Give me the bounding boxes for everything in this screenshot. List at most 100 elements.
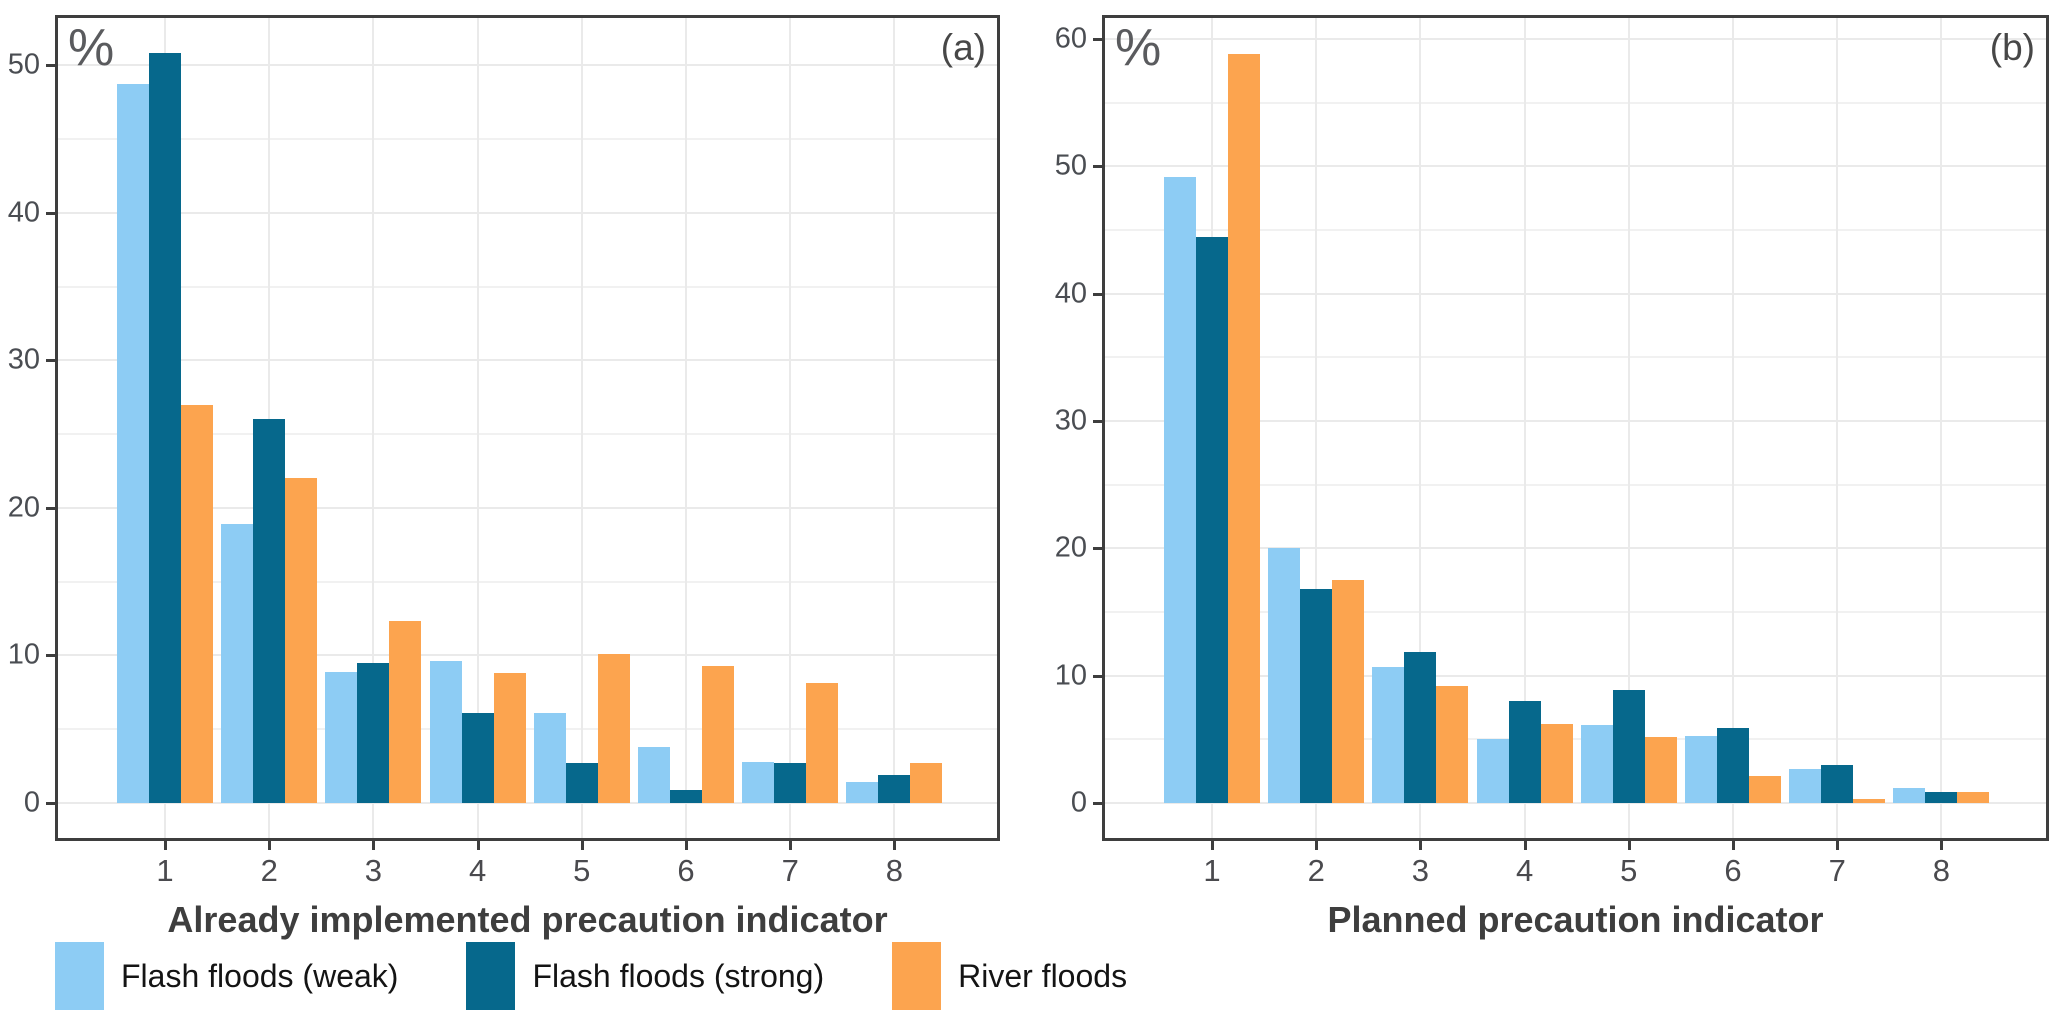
bar-flash-floods-strong-cat5 xyxy=(565,763,598,803)
bar-flash-floods-strong-cat7 xyxy=(1821,765,1854,803)
v-gridline xyxy=(1315,17,1318,839)
bar-river-floods-cat3 xyxy=(389,621,422,803)
h-gridline-minor xyxy=(1104,611,2047,614)
legend-label: River floods xyxy=(958,957,1128,994)
h-gridline xyxy=(57,654,998,657)
h-gridline-minor xyxy=(1104,229,2047,232)
bar-flash-floods-weak-cat2 xyxy=(1268,548,1301,803)
v-gridline xyxy=(580,17,583,839)
bar-flash-floods-strong-cat2 xyxy=(253,419,286,803)
legend-label: Flash floods (strong) xyxy=(532,957,825,994)
bar-flash-floods-strong-cat7 xyxy=(774,763,807,803)
bar-flash-floods-strong-cat3 xyxy=(357,663,390,803)
x-tick xyxy=(1315,841,1319,850)
y-tick-label: 30 xyxy=(1054,404,1087,437)
h-gridline xyxy=(57,506,998,509)
x-axis-title-a: Already implemented precaution indicator xyxy=(167,899,888,940)
plot-area-border xyxy=(1102,15,2049,841)
v-gridline xyxy=(1627,17,1630,839)
bar-river-floods-cat1 xyxy=(1228,54,1260,803)
bar-flash-floods-weak-cat5 xyxy=(533,713,566,803)
h-gridline xyxy=(1104,292,2047,295)
v-gridline xyxy=(1732,17,1734,839)
y-tick xyxy=(46,506,55,510)
h-gridline-minor xyxy=(1104,483,2047,486)
x-tick-label: 6 xyxy=(677,853,695,888)
x-tick xyxy=(372,841,376,850)
x-tick xyxy=(476,841,480,850)
h-gridline-minor xyxy=(1104,356,2047,359)
bar-flash-floods-strong-cat2 xyxy=(1300,589,1333,803)
bar-river-floods-cat7 xyxy=(1853,799,1886,803)
legend-swatch-flash-floods-weak xyxy=(55,942,104,1010)
v-gridline xyxy=(1836,17,1839,839)
x-tick-label: 1 xyxy=(1203,853,1221,888)
h-gridline-minor xyxy=(57,433,998,436)
x-tick xyxy=(1732,841,1735,850)
v-gridline xyxy=(1419,17,1422,839)
y-tick xyxy=(1093,802,1102,805)
y-axis-unit-label: % xyxy=(1115,19,1162,77)
bar-river-floods-cat4 xyxy=(493,673,526,803)
bar-flash-floods-strong-cat4 xyxy=(461,713,494,803)
y-tick xyxy=(1093,547,1102,551)
x-tick xyxy=(1940,841,1944,850)
h-gridline xyxy=(1104,547,2047,550)
h-gridline-minor xyxy=(57,728,998,731)
y-tick-label: 10 xyxy=(7,638,40,671)
y-tick xyxy=(1093,420,1102,424)
y-axis-unit-label: % xyxy=(68,19,115,77)
bar-flash-floods-strong-cat6 xyxy=(670,790,702,803)
bar-flash-floods-weak-cat4 xyxy=(1476,739,1509,803)
bar-flash-floods-weak-cat7 xyxy=(1789,769,1822,803)
x-tick-label: 8 xyxy=(1932,853,1951,888)
h-gridline-minor xyxy=(1104,101,2047,104)
h-gridline-minor xyxy=(57,580,998,583)
y-tick-label: 50 xyxy=(1054,149,1087,182)
y-tick xyxy=(1093,165,1102,169)
legend-swatch-flash-floods-strong xyxy=(466,942,516,1010)
x-tick xyxy=(268,841,272,850)
y-tick-label: 50 xyxy=(7,48,40,81)
x-tick-label: 3 xyxy=(1411,853,1430,888)
y-tick-label: 0 xyxy=(23,786,40,819)
panel-b-tag: (b) xyxy=(1989,27,2035,68)
y-tick xyxy=(1093,292,1102,296)
bar-flash-floods-strong-cat1 xyxy=(149,53,181,803)
v-gridline xyxy=(476,17,479,839)
bar-river-floods-cat5 xyxy=(1644,737,1677,803)
bar-flash-floods-weak-cat6 xyxy=(1685,736,1717,803)
h-gridline xyxy=(57,802,998,804)
bar-river-floods-cat2 xyxy=(1332,580,1365,803)
h-gridline-minor xyxy=(57,137,998,140)
h-gridline xyxy=(1104,420,2047,423)
x-tick xyxy=(685,841,688,850)
x-tick-label: 4 xyxy=(1515,853,1534,888)
y-tick-label: 20 xyxy=(7,491,40,524)
legend-swatch-river-floods xyxy=(892,942,942,1010)
v-gridline xyxy=(893,17,896,839)
bar-flash-floods-strong-cat8 xyxy=(1925,792,1958,803)
x-tick-label: 7 xyxy=(1828,853,1846,888)
x-tick-label: 7 xyxy=(781,853,799,888)
bar-river-floods-cat2 xyxy=(285,478,318,803)
y-tick-label: 0 xyxy=(1070,786,1087,819)
x-tick xyxy=(1836,841,1840,850)
bar-flash-floods-strong-cat4 xyxy=(1508,701,1541,803)
y-tick-label: 20 xyxy=(1054,531,1087,564)
panel-a-tag: (a) xyxy=(940,27,986,68)
h-gridline-minor xyxy=(57,285,998,288)
bar-flash-floods-weak-cat3 xyxy=(325,672,358,803)
bar-flash-floods-strong-cat5 xyxy=(1612,690,1645,803)
y-tick xyxy=(46,64,55,68)
y-tick xyxy=(46,654,55,658)
legend-label: Flash floods (weak) xyxy=(121,957,399,994)
h-gridline xyxy=(57,359,998,362)
y-tick-label: 60 xyxy=(1054,22,1087,55)
v-gridline xyxy=(789,17,792,839)
v-gridline xyxy=(1523,17,1526,839)
h-gridline xyxy=(1104,165,2047,168)
bar-flash-floods-weak-cat3 xyxy=(1372,667,1405,803)
bar-flash-floods-strong-cat3 xyxy=(1404,652,1437,803)
